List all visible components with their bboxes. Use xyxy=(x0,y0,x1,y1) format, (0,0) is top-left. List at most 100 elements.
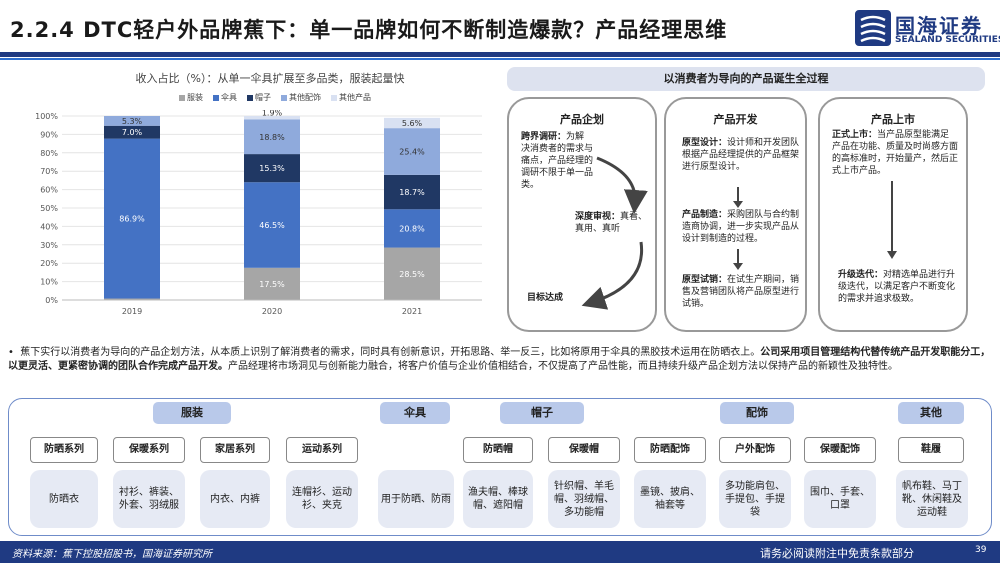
detail-warm-hat: 针织帽、羊毛帽、羽绒帽、多功能帽 xyxy=(548,470,620,528)
logo-text-en: SEALAND SECURITIES xyxy=(895,35,1000,45)
page-number: 39 xyxy=(975,545,987,555)
planning-text-2: 深度审视：真看、真用、真听 xyxy=(575,211,651,235)
down-arrows-icon xyxy=(733,187,743,270)
summary-paragraph: • 蕉下实行以消费者为导向的产品企划方法，从本质上识别了解消费者的需求，同时具有… xyxy=(8,347,991,372)
sub-outdoor-accessories: 户外配饰 xyxy=(719,437,791,463)
data-label: 7.0% xyxy=(122,128,143,137)
bar-segment xyxy=(244,116,300,120)
sub-sports-series: 运动系列 xyxy=(286,437,358,463)
summary-part-2: 公司采用项目管理结构代替传统产品开发职能分工，以更灵活、更紧密协调的团队合作完成… xyxy=(8,347,991,372)
sub-warm-series: 保暖系列 xyxy=(113,437,185,463)
y-tick-label: 30% xyxy=(40,241,58,250)
legend-swatch xyxy=(247,94,253,101)
logo-text-cn: 国海证券 xyxy=(895,14,983,38)
launch-column: 产品上市 正式上市：当产品原型能满足产品在功能、质量及时尚感方面的高标准时，开始… xyxy=(818,97,968,332)
y-tick-label: 50% xyxy=(40,204,58,213)
launch-text-1: 正式上市：当产品原型能满足产品在功能、质量及时尚感方面的高标准时，开始量产，然后… xyxy=(832,129,958,177)
development-desc-1: 设计师和开发团队根据产品经理提供的产品框架进行原型设计。 xyxy=(682,138,800,172)
detail-sports-series: 连帽衫、运动衫、夹克 xyxy=(286,470,358,528)
development-label-1: 原型设计： xyxy=(682,138,728,148)
product-category-box xyxy=(8,398,992,536)
category-others: 其他 xyxy=(898,402,964,424)
legend-swatch xyxy=(213,94,219,101)
y-tick-label: 80% xyxy=(40,149,58,158)
launch-label-1: 正式上市： xyxy=(832,130,878,140)
y-tick-label: 0% xyxy=(45,296,58,305)
data-label: 18.7% xyxy=(399,188,425,197)
page-title: 2.2.4 DTC轻户外品牌蕉下：单一品牌如何不断制造爆款？产品经理思维 xyxy=(10,18,728,42)
sub-footwear: 鞋履 xyxy=(898,437,964,463)
y-tick-label: 70% xyxy=(40,167,58,176)
data-label: 25.4% xyxy=(399,148,425,157)
detail-warm-series: 衬衫、裤装、外套、羽绒服 xyxy=(113,470,185,528)
x-tick-label: 2020 xyxy=(262,307,282,316)
header-rule-accent xyxy=(0,58,1000,60)
bar-segment xyxy=(244,154,300,183)
planning-column: 产品企划 跨界调研：为解决消费者的需求与痛点，产品经理的调研不限于单一品类。 深… xyxy=(507,97,657,332)
development-text-2: 产品制造：采购团队与合约制造商协调，进一步实现产品从设计到制造的过程。 xyxy=(682,209,800,245)
data-label: 86.9% xyxy=(119,215,145,224)
legend-swatch xyxy=(179,94,185,101)
category-apparel: 服装 xyxy=(153,402,231,424)
development-desc-2: 采购团队与合约制造商协调，进一步实现产品从设计到制造的过程。 xyxy=(682,210,800,244)
development-text-1: 原型设计：设计师和开发团队根据产品经理提供的产品框架进行原型设计。 xyxy=(682,137,800,173)
detail-sun-hat: 渔夫帽、棒球帽、遮阳帽 xyxy=(463,470,533,528)
development-column: 产品开发 原型设计：设计师和开发团队根据产品经理提供的产品框架进行原型设计。 产… xyxy=(664,97,807,332)
bar-segment xyxy=(244,119,300,155)
bar-segment xyxy=(384,247,440,300)
bar-segment xyxy=(104,125,160,139)
bar-segment xyxy=(104,298,160,300)
flow-arrow-icon xyxy=(581,156,648,310)
planning-label-1: 跨界调研： xyxy=(521,132,567,142)
category-umbrella: 伞具 xyxy=(380,402,450,424)
sub-sunscreen-series: 防晒系列 xyxy=(30,437,98,463)
legend-label: 服装 xyxy=(187,93,203,102)
development-title: 产品开发 xyxy=(713,113,758,126)
planning-desc-1: 为解决消费者的需求与痛点，产品经理的调研不限于单一品类。 xyxy=(521,132,594,190)
sub-sun-accessories: 防晒配饰 xyxy=(634,437,706,463)
development-desc-3: 在试生产期间，销售及营销团队将产品原型进行试销。 xyxy=(682,275,800,309)
summary-part-3: 产品经理将市场洞见与创新能力融合，将客户价值与企业价值相结合，不仅提高了产品性能… xyxy=(228,361,898,372)
legend-swatch xyxy=(331,94,337,101)
launch-desc-2: 对精选单品进行升级迭代，以满足客户不断变化的需求并追求极致。 xyxy=(838,270,956,304)
planning-title: 产品企划 xyxy=(560,113,604,126)
y-tick-label: 10% xyxy=(40,278,58,287)
detail-sunscreen-series: 防晒衣 xyxy=(30,470,98,528)
launch-label-2: 升级迭代： xyxy=(838,270,884,280)
detail-sun-accessories: 墨镜、披肩、袖套等 xyxy=(634,470,706,528)
summary-part-1: 蕉下实行以消费者为导向的产品企划方法，从本质上识别了解消费者的需求，同时具有创新… xyxy=(20,347,761,358)
bar-segment xyxy=(384,117,440,129)
legend-label: 其他产品 xyxy=(339,93,371,102)
y-tick-label: 60% xyxy=(40,186,58,195)
legend-swatch xyxy=(281,94,287,101)
legend-label: 其他配饰 xyxy=(289,93,321,102)
source-note: 资料来源：蕉下控股招股书，国海证券研究所 xyxy=(12,549,212,560)
footer-bar: 资料来源：蕉下控股招股书，国海证券研究所 请务必阅读附注中免责条款部分 39 xyxy=(0,541,1000,563)
data-label: 46.5% xyxy=(259,221,285,230)
y-tick-label: 100% xyxy=(35,112,58,121)
planning-text-1: 跨界调研：为解决消费者的需求与痛点，产品经理的调研不限于单一品类。 xyxy=(521,131,593,191)
launch-desc-1: 当产品原型能满足产品在功能、质量及时尚感方面的高标准时，开始量产，然后正式上市产… xyxy=(832,130,959,176)
data-label: 1.9% xyxy=(262,110,283,117)
y-tick-label: 40% xyxy=(40,222,58,231)
header-rule xyxy=(0,52,1000,57)
detail-footwear: 帆布鞋、马丁靴、休闲鞋及运动鞋 xyxy=(896,470,968,528)
chart-title: 收入占比（%）：从单一伞具扩展至多品类，服装起量快 xyxy=(135,72,405,85)
company-logo: 国海证券 SEALAND SECURITIES xyxy=(855,8,1000,50)
legend-label: 伞具 xyxy=(221,93,237,102)
data-label: 18.8% xyxy=(259,133,285,142)
launch-text-2: 升级迭代：对精选单品进行升级迭代，以满足客户不断变化的需求并追求极致。 xyxy=(838,269,960,305)
sub-warm-hat: 保暖帽 xyxy=(548,437,620,463)
detail-warm-accessories: 围巾、手套、口罩 xyxy=(804,470,876,528)
legend-item: 帽子 xyxy=(247,92,271,103)
planning-label-2: 深度审视： xyxy=(575,212,621,222)
y-tick-label: 20% xyxy=(40,259,58,268)
legend-label: 帽子 xyxy=(255,93,271,102)
sub-home-series: 家居系列 xyxy=(200,437,270,463)
category-accessories: 配饰 xyxy=(720,402,794,424)
chart-legend: 服装 伞具 帽子 其他配饰 其他产品 xyxy=(70,92,480,103)
legend-item: 伞具 xyxy=(213,92,237,103)
detail-umbrella: 用于防晒、防雨 xyxy=(378,470,454,528)
bar-segment xyxy=(384,209,440,248)
bar-segment xyxy=(244,267,300,300)
